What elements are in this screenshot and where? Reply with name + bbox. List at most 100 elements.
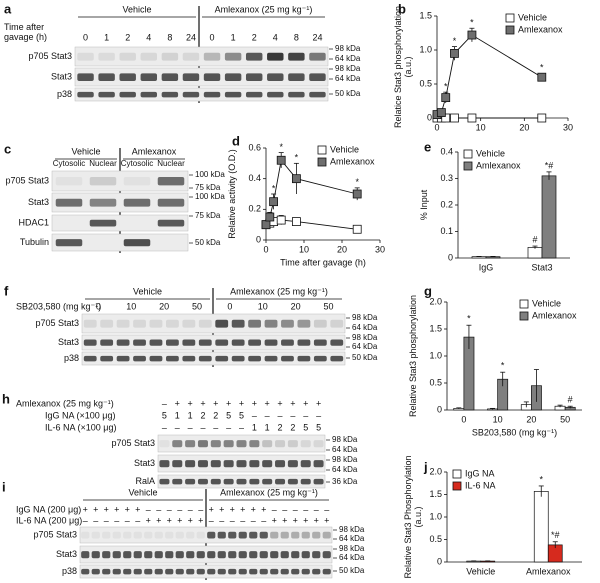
x-tick-label: IgG: [479, 262, 494, 272]
band: [210, 440, 221, 448]
band: [245, 91, 263, 98]
band: [280, 551, 289, 559]
lane-label: –: [135, 515, 140, 525]
lane-label: +: [303, 515, 308, 525]
lane-label: +: [213, 398, 218, 408]
band: [330, 339, 344, 346]
band: [123, 531, 132, 539]
lane-label: +: [125, 504, 130, 514]
lane-label: –: [146, 504, 151, 514]
band: [249, 478, 260, 485]
band: [217, 531, 226, 539]
y-axis-label-box: Relatice Stat3 phosphorylation (a.u.): [393, 6, 413, 128]
band: [196, 531, 205, 539]
kda-label: 98 kDa: [339, 544, 365, 553]
band: [245, 52, 263, 61]
lane-label: 24: [312, 32, 322, 42]
lane-label: –: [251, 515, 256, 525]
band: [185, 478, 196, 485]
row-label: Tubulin: [20, 237, 49, 247]
x-tick-label: 30: [563, 122, 573, 132]
blot-strip: [74, 87, 329, 102]
annotation: *: [272, 183, 276, 193]
band: [236, 478, 247, 485]
band: [215, 355, 229, 362]
marker: [537, 72, 547, 82]
x-tick-label: 20: [526, 414, 536, 424]
blot-strip: [51, 192, 189, 213]
lane-label: +: [240, 504, 245, 514]
lane-label: 0: [96, 301, 101, 311]
lane-label: –: [293, 504, 298, 514]
band: [77, 73, 94, 81]
row-label: Stat3: [51, 71, 72, 81]
band: [210, 460, 221, 468]
band: [159, 440, 170, 448]
band: [275, 440, 286, 448]
band: [133, 568, 142, 575]
marker: [291, 217, 301, 227]
lane-label: 0: [210, 32, 215, 42]
lane-label: –: [156, 504, 161, 514]
band: [123, 239, 151, 247]
legend-label: Amlexanox: [532, 310, 577, 320]
band: [280, 531, 289, 539]
band: [175, 551, 184, 559]
y-tick-label: 1.5: [419, 10, 432, 20]
y-tick-label: 1.0: [429, 511, 442, 521]
group-label: Vehicle: [128, 487, 157, 497]
annotation: #: [568, 395, 573, 405]
lane-label: 2: [290, 422, 295, 432]
x-tick-label: Vehicle: [466, 566, 495, 576]
blot-strip: [81, 351, 346, 366]
annotation: *: [540, 63, 544, 73]
band: [100, 339, 114, 346]
kda-label: 75 kDa: [195, 183, 221, 192]
band: [238, 551, 247, 559]
band: [102, 531, 111, 539]
band: [275, 460, 286, 468]
legend-swatch: [452, 481, 462, 491]
band: [123, 568, 132, 575]
band: [112, 551, 121, 559]
row-label: p705 Stat3: [111, 438, 155, 448]
lane-label: –: [261, 515, 266, 525]
band: [159, 460, 170, 468]
lane-label: 1: [188, 410, 193, 420]
y-axis-label-box: % Input: [419, 190, 429, 221]
band: [210, 478, 221, 485]
panel-label: h: [2, 391, 10, 406]
band: [217, 568, 226, 575]
band: [270, 568, 279, 575]
x-tick-label: 50: [560, 414, 570, 424]
legend-label: Amlexanox: [330, 156, 375, 166]
row-label: HDAC1: [18, 217, 49, 227]
lane-row-label: IL-6 NA (200 μg): [16, 515, 82, 525]
y-tick-label: 0.2: [440, 199, 453, 209]
band: [275, 478, 286, 485]
legend-label: IL-6 NA: [465, 480, 496, 490]
marker: [276, 215, 286, 225]
y-tick-label: 0.3: [440, 173, 453, 183]
group-label: Vehicle: [133, 286, 162, 296]
band: [248, 355, 262, 362]
band: [207, 531, 216, 539]
legend-label: Amlexanox: [518, 24, 563, 34]
row-label: Stat3: [134, 458, 155, 468]
marker: [436, 108, 446, 117]
band: [98, 52, 115, 61]
panel-label: b: [398, 1, 406, 16]
lane-label: –: [265, 410, 270, 420]
blot-strip: [51, 170, 189, 192]
band: [288, 73, 305, 81]
band: [197, 460, 208, 468]
band: [172, 440, 183, 448]
lane-label: –: [125, 515, 130, 525]
band: [322, 568, 331, 575]
marker: [441, 93, 451, 102]
band: [259, 531, 268, 539]
y-tick-label: 0.6: [248, 142, 261, 152]
band: [198, 355, 212, 362]
band: [203, 73, 221, 81]
